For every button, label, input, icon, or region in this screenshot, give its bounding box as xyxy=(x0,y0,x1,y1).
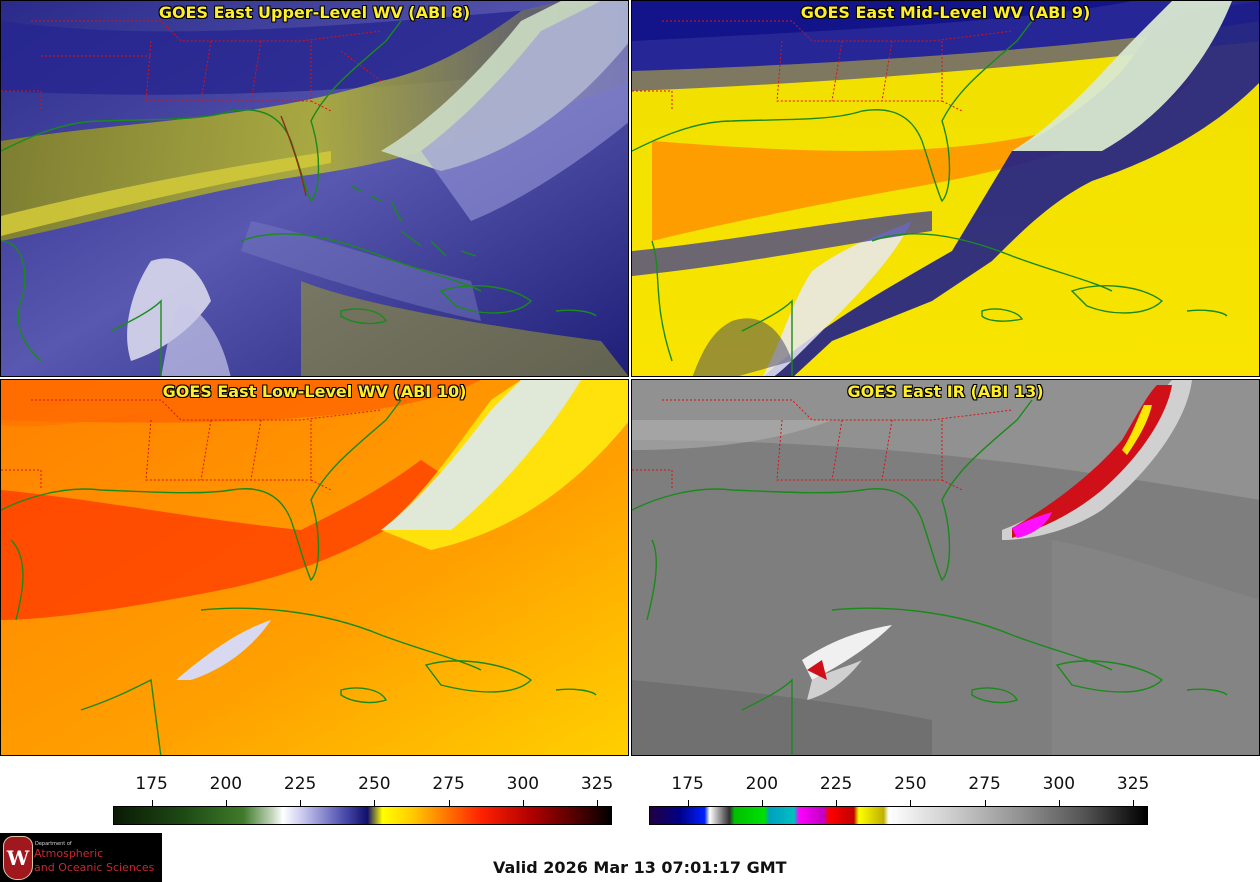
ir-tick-label: 225 xyxy=(819,774,853,794)
mid-level-wv-panel: GOES East Mid-Level WV (ABI 9) xyxy=(631,0,1260,377)
wv-colorbar-gradient xyxy=(113,806,612,825)
state-borders xyxy=(632,20,1013,112)
mid-level-wv-imagery xyxy=(632,1,1259,376)
coastlines xyxy=(632,399,1228,755)
aos-logo: W Department of Atmospheric and Oceanic … xyxy=(0,833,162,882)
ir-tick-mark xyxy=(687,800,689,806)
wv-tick-mark xyxy=(374,800,376,806)
ir-colorbar-gradient xyxy=(649,806,1148,825)
ir-imagery xyxy=(632,380,1259,755)
ir-tick-label: 200 xyxy=(745,774,779,794)
panel-title: GOES East Mid-Level WV (ABI 9) xyxy=(800,3,1091,22)
wv-tick-mark xyxy=(522,800,524,806)
wv-tick-label: 325 xyxy=(580,774,614,794)
ir-tick-mark xyxy=(910,800,912,806)
low-level-wv-imagery xyxy=(1,380,628,755)
coastlines xyxy=(1,399,597,755)
wv-tick-label: 200 xyxy=(209,774,243,794)
ir-panel: GOES East IR (ABI 13) xyxy=(631,379,1260,756)
coastlines xyxy=(1,20,597,376)
wv-tick-mark xyxy=(300,800,302,806)
wv-tick-label: 225 xyxy=(283,774,317,794)
coastlines xyxy=(632,20,1228,376)
ir-tick-mark xyxy=(761,800,763,806)
state-borders xyxy=(632,399,1013,491)
ir-tick-mark xyxy=(836,800,838,806)
ir-tick-label: 250 xyxy=(894,774,927,794)
valid-time: Valid 2026 Mar 13 07:01:17 GMT xyxy=(493,858,787,877)
ir-colorbar-ticks: 175 200 225 250 275 300 325 xyxy=(649,774,1150,794)
state-borders xyxy=(1,399,382,491)
wv-tick-mark xyxy=(151,800,153,806)
panel-title: GOES East Low-Level WV (ABI 10) xyxy=(162,382,467,401)
ir-tick-label: 300 xyxy=(1042,774,1076,794)
upper-level-wv-panel: GOES East Upper-Level WV (ABI 8) xyxy=(0,0,629,377)
wv-tick-label: 250 xyxy=(358,774,391,794)
ir-tick-label: 175 xyxy=(671,774,704,794)
wv-colorbar: 175 200 225 250 275 300 325 xyxy=(113,760,614,830)
logo-line2: and Oceanic Sciences xyxy=(34,861,155,874)
state-borders xyxy=(1,20,382,112)
panel-title: GOES East Upper-Level WV (ABI 8) xyxy=(158,3,471,22)
ir-colorbar: 175 200 225 250 275 300 325 xyxy=(649,760,1150,830)
uw-seal-icon: W xyxy=(3,836,33,880)
ir-tick-label: 275 xyxy=(968,774,1001,794)
wv-tick-label: 275 xyxy=(432,774,465,794)
ir-tick-label: 325 xyxy=(1116,774,1150,794)
logo-dept-text: Department of xyxy=(35,841,72,847)
ir-tick-mark xyxy=(984,800,986,806)
low-level-wv-panel: GOES East Low-Level WV (ABI 10) xyxy=(0,379,629,756)
panel-title: GOES East IR (ABI 13) xyxy=(847,382,1044,401)
wv-tick-label: 300 xyxy=(506,774,540,794)
upper-level-wv-imagery xyxy=(1,1,628,376)
wv-tick-mark xyxy=(448,800,450,806)
wv-tick-label: 175 xyxy=(135,774,168,794)
ir-tick-mark xyxy=(1133,800,1135,806)
wv-tick-mark xyxy=(597,800,599,806)
ir-tick-mark xyxy=(1058,800,1060,806)
logo-line1: Atmospheric xyxy=(34,847,104,860)
florida-coast-outline xyxy=(280,115,307,197)
wv-tick-mark xyxy=(225,800,227,806)
wv-colorbar-ticks: 175 200 225 250 275 300 325 xyxy=(113,774,614,794)
